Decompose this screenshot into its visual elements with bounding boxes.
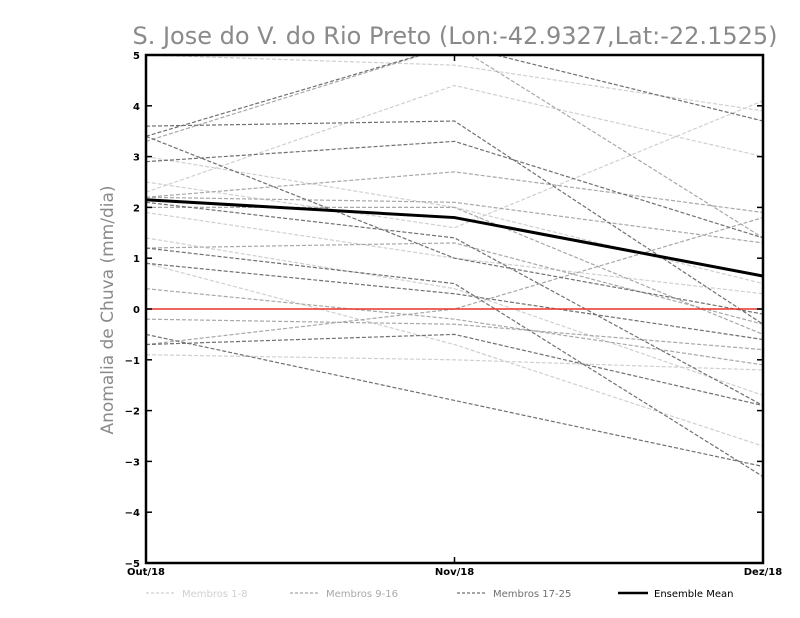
- member-line-group3-6: [146, 262, 763, 341]
- y-tick-label: 1: [133, 254, 140, 265]
- x-tick-label: Nov/18: [435, 567, 474, 578]
- member-line-group1-3: [146, 100, 763, 229]
- ensemble-mean-layer: [145, 198, 764, 278]
- y-axis-label: Anomalia de Chuva (mm/dia): [98, 185, 118, 434]
- member-line-group1-2: [146, 84, 763, 193]
- member-line-group3-4: [146, 201, 763, 407]
- legend-label-2: Membros 9-16: [326, 589, 398, 600]
- member-line-group2-5: [146, 288, 763, 366]
- legend-label-1: Membros 1-8: [182, 589, 248, 600]
- legend: Membros 1-8 Membros 9-16 Membros 17-25 Ense…: [146, 589, 733, 600]
- y-tick-label: −4: [125, 508, 140, 519]
- member-line-group1-7: [146, 354, 763, 371]
- y-tick-label: 5: [133, 51, 140, 62]
- x-tick-label: Dez/18: [744, 567, 783, 578]
- member-line-group3-1: [146, 120, 763, 325]
- member-line-group3-5: [146, 247, 763, 478]
- member-line-group2-2: [146, 171, 763, 214]
- y-tick-label: −2: [125, 407, 140, 418]
- member-line-group2-4: [146, 242, 763, 325]
- legend-label-3: Membros 17-25: [493, 589, 571, 600]
- member-line-group2-6: [146, 318, 763, 351]
- member-line-group1-8: [146, 156, 763, 285]
- y-tick-label: −3: [125, 457, 140, 468]
- member-line-group2-7: [146, 216, 763, 346]
- member-line-group2-8: [146, 196, 763, 244]
- member-line-group1-5: [146, 237, 763, 396]
- y-tick-label: −5: [125, 559, 140, 570]
- member-line-group2-3: [146, 206, 763, 335]
- y-tick-label: 0: [133, 305, 140, 316]
- y-tick-label: 2: [133, 203, 140, 214]
- legend-label-4: Ensemble Mean: [654, 589, 733, 600]
- member-line-group1-4: [146, 211, 763, 295]
- y-tick-label: 3: [133, 153, 140, 164]
- member-line-group3-8: [146, 333, 763, 407]
- y-tick-label: 4: [133, 102, 140, 113]
- member-lines: [146, 55, 763, 478]
- member-line-group1-1: [146, 55, 763, 112]
- y-tick-label: −1: [125, 356, 140, 367]
- ensemble-mean-line: [145, 198, 764, 278]
- member-line-group2-1: [146, 55, 763, 239]
- chart-title: S. Jose do V. do Rio Preto (Lon:-42.9327…: [132, 22, 777, 50]
- member-line-group3-3: [146, 140, 763, 239]
- member-line-group3-7: [146, 333, 763, 468]
- member-line-group3-9: [146, 135, 763, 315]
- x-tick-label: Out/18: [127, 567, 165, 578]
